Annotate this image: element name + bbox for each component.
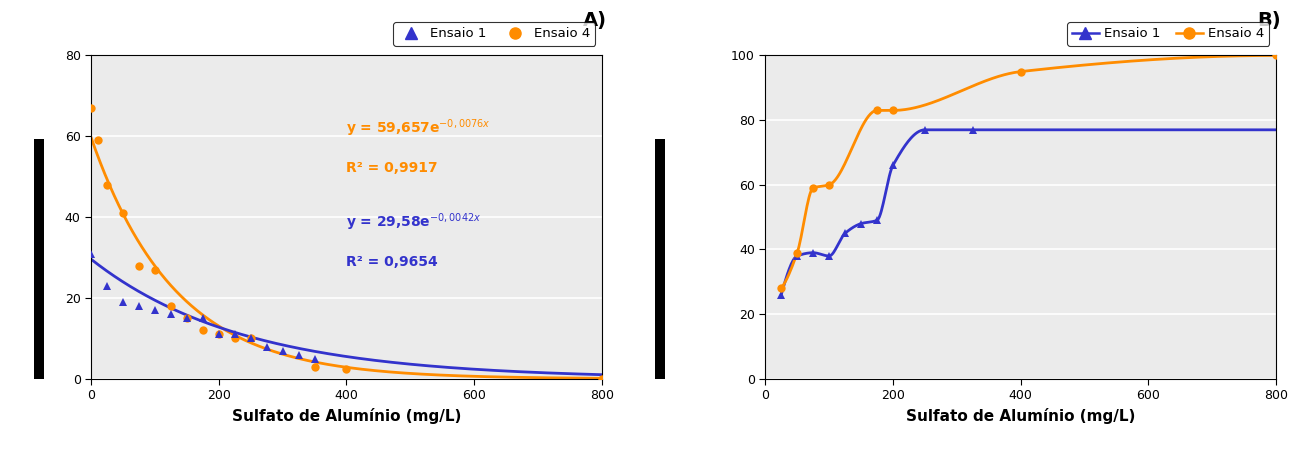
X-axis label: Sulfato de Alumínio (mg/L): Sulfato de Alumínio (mg/L) (232, 408, 461, 424)
Text: A): A) (583, 11, 607, 30)
Legend: Ensaio 1, Ensaio 4: Ensaio 1, Ensaio 4 (393, 22, 595, 46)
Text: R² = 0,9654: R² = 0,9654 (346, 255, 439, 268)
Text: y = 59,657e$^{-0,0076x}$: y = 59,657e$^{-0,0076x}$ (346, 117, 491, 139)
Text: B): B) (1258, 11, 1281, 30)
Text: R² = 0,9917: R² = 0,9917 (346, 161, 437, 175)
X-axis label: Sulfato de Alumínio (mg/L): Sulfato de Alumínio (mg/L) (906, 408, 1135, 424)
Legend: Ensaio 1, Ensaio 4: Ensaio 1, Ensaio 4 (1068, 22, 1269, 46)
Text: y = 29,58e$^{-0,0042x}$: y = 29,58e$^{-0,0042x}$ (346, 211, 482, 233)
